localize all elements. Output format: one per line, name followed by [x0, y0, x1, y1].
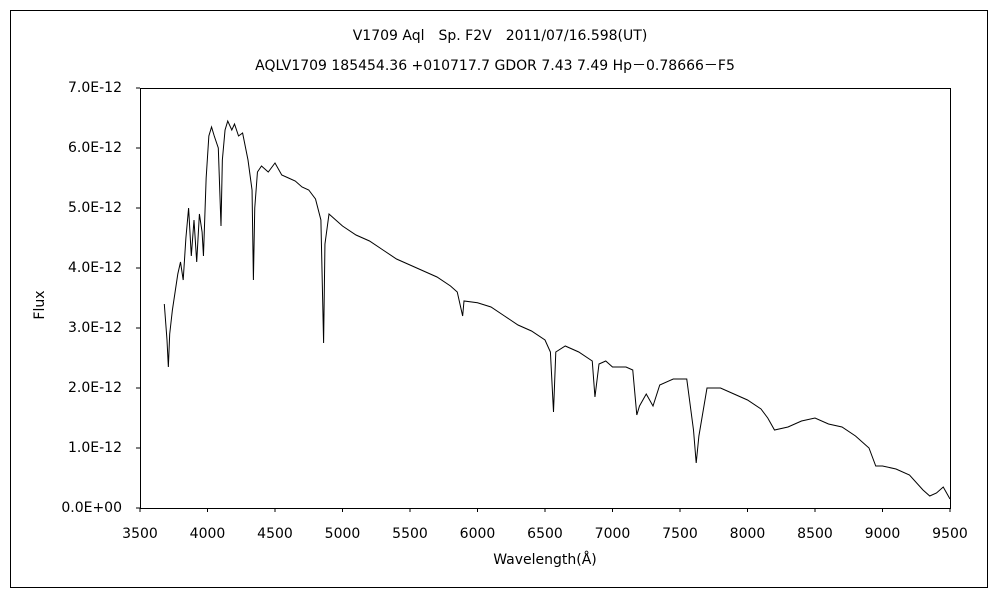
y-tick-label: 5.0E-12 [68, 200, 122, 216]
y-tick-label: 7.0E-12 [68, 80, 122, 96]
x-tick-label: 6500 [527, 526, 563, 542]
y-tick-label: 1.0E-12 [68, 440, 122, 456]
x-tick-label: 8500 [797, 526, 833, 542]
x-tick-label: 4000 [190, 526, 226, 542]
y-tick-label: 3.0E-12 [68, 320, 122, 336]
chart-subtitle: AQLV1709 185454.36 +010717.7 GDOR 7.43 7… [255, 58, 735, 74]
y-tick-label: 0.0E+00 [61, 500, 122, 516]
x-tick-label: 4500 [257, 526, 293, 542]
spectrum-line [163, 119, 951, 500]
y-tick-label: 4.0E-12 [68, 260, 122, 276]
x-tick-label: 5500 [392, 526, 428, 542]
y-tick-label: 2.0E-12 [68, 380, 122, 396]
y-tick-label: 6.0E-12 [68, 140, 122, 156]
y-axis-label: Flux [32, 290, 48, 319]
x-tick-label: 3500 [122, 526, 158, 542]
x-tick-label: 9000 [865, 526, 901, 542]
x-tick-label: 7500 [662, 526, 698, 542]
plot-area [140, 88, 951, 509]
x-axis-label: Wavelength(Å) [493, 551, 597, 568]
x-tick-label: 9500 [932, 526, 968, 542]
chart-title: V1709 Aql Sp. F2V 2011/07/16.598(UT) [353, 28, 648, 44]
x-tick-label: 7000 [595, 526, 631, 542]
x-tick-label: 6000 [460, 526, 496, 542]
x-tick-label: 8000 [730, 526, 766, 542]
x-tick-label: 5000 [325, 526, 361, 542]
